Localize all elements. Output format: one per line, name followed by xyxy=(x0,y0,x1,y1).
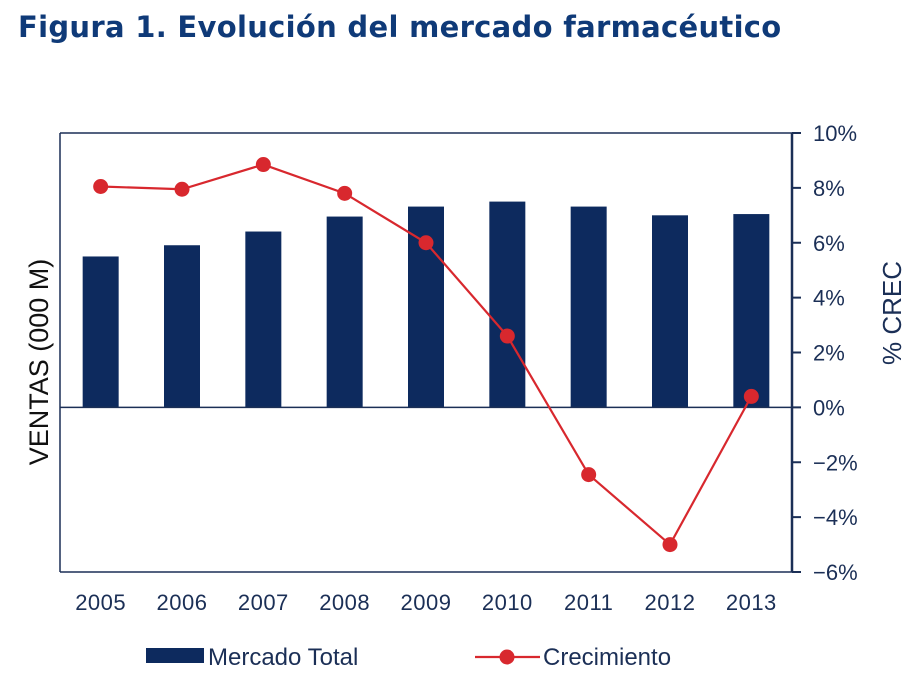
right-tick-label: 10% xyxy=(813,121,857,146)
figure-title: Figura 1. Evolución del mercado farmacéu… xyxy=(18,10,782,44)
right-tick-label: −6% xyxy=(813,560,858,585)
x-tick-label: 2013 xyxy=(726,590,777,615)
right-tick-label: 2% xyxy=(813,341,845,366)
growth-point-2005 xyxy=(93,179,109,195)
legend: Mercado Total Crecimiento xyxy=(146,644,671,671)
x-tick-label: 2007 xyxy=(238,590,289,615)
right-tick-label: 0% xyxy=(813,395,845,420)
right-axis-ticks: 10% 8% 6% 4% 2% 0% −2% −4% −6% xyxy=(792,121,858,585)
growth-point-2008 xyxy=(337,185,353,201)
growth-line-layer xyxy=(93,157,759,553)
right-tick-label: −4% xyxy=(813,505,858,530)
x-tick-label: 2012 xyxy=(645,590,696,615)
bar-2013 xyxy=(733,214,770,408)
x-tick-label: 2011 xyxy=(564,590,613,615)
bars-layer xyxy=(82,201,770,408)
x-tick-label: 2009 xyxy=(401,590,452,615)
bar-2008 xyxy=(326,216,363,408)
bar-2010 xyxy=(489,201,526,408)
legend-bar-swatch xyxy=(146,648,204,663)
right-tick-label: 6% xyxy=(813,231,845,256)
right-tick-label: 4% xyxy=(813,286,845,311)
x-tick-label: 2008 xyxy=(319,590,370,615)
legend-bar-label: Mercado Total xyxy=(208,644,358,671)
bar-2011 xyxy=(570,206,607,408)
growth-point-2013 xyxy=(743,388,759,404)
growth-point-2009 xyxy=(418,235,434,251)
growth-point-2006 xyxy=(174,181,190,197)
bar-2012 xyxy=(652,215,688,408)
bar-2005 xyxy=(82,256,119,408)
right-axis-title: % CREC xyxy=(877,261,907,365)
bar-2007 xyxy=(245,231,282,408)
axis-labels: 2005 2006 2007 2008 2009 2010 2011 2012 2013 VENT… xyxy=(24,259,907,615)
x-tick-label: 2005 xyxy=(75,590,126,615)
growth-point-2012 xyxy=(662,537,678,553)
legend-line-marker xyxy=(499,649,515,665)
left-axis-title: VENTAS (000 M) xyxy=(24,259,54,466)
growth-point-2010 xyxy=(499,328,515,344)
x-tick-label: 2006 xyxy=(157,590,208,615)
growth-point-2011 xyxy=(581,467,597,483)
growth-point-2007 xyxy=(255,157,271,173)
right-tick-label: −2% xyxy=(813,450,858,475)
x-tick-label: 2010 xyxy=(482,590,533,615)
right-tick-label: 8% xyxy=(813,176,845,201)
bar-2006 xyxy=(164,245,200,408)
legend-line-label: Crecimiento xyxy=(543,644,671,671)
